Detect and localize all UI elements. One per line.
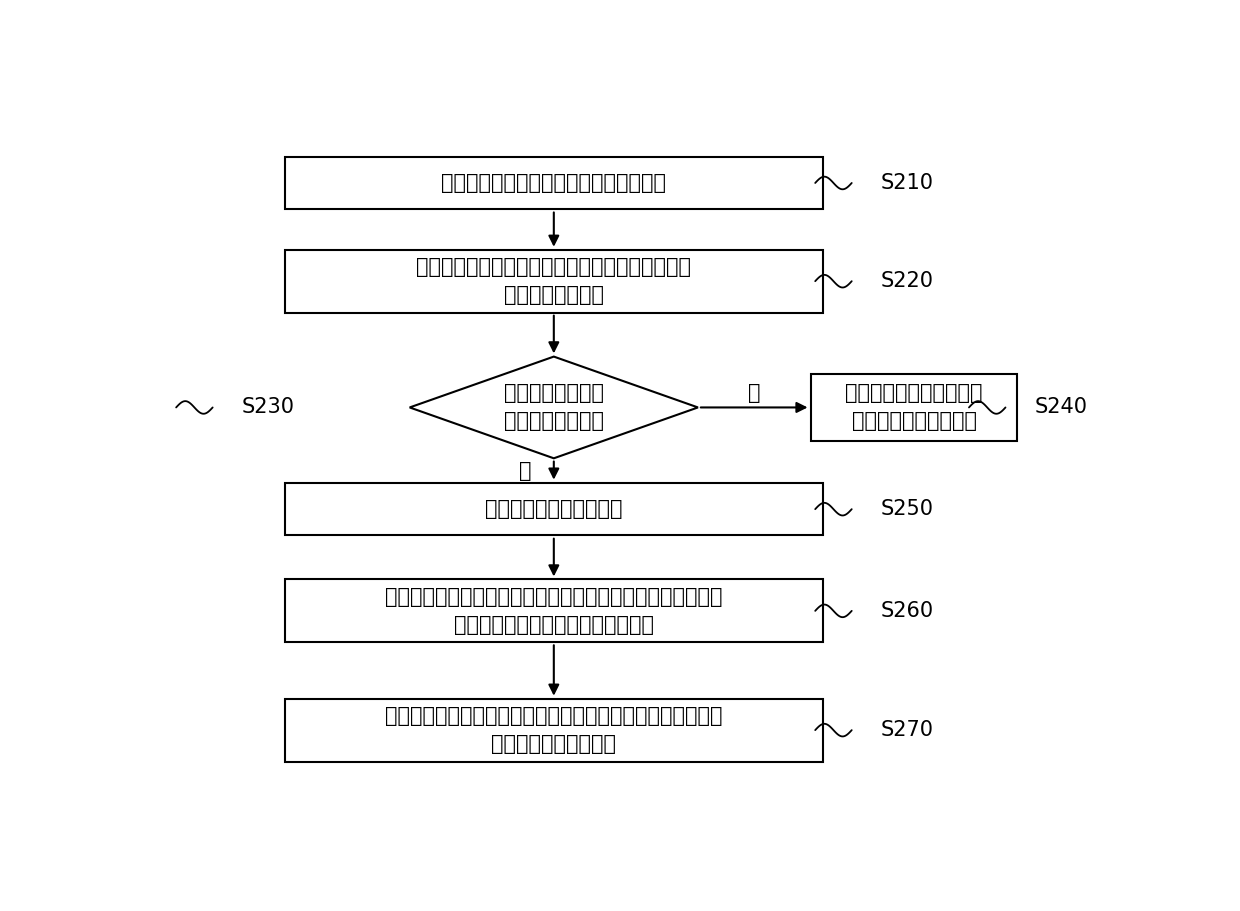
FancyBboxPatch shape (285, 483, 823, 536)
FancyBboxPatch shape (285, 157, 823, 210)
Polygon shape (409, 356, 698, 458)
Text: S270: S270 (880, 720, 934, 740)
FancyBboxPatch shape (285, 579, 823, 642)
FancyBboxPatch shape (285, 699, 823, 762)
Text: S240: S240 (1034, 397, 1087, 417)
Text: 否: 否 (748, 384, 760, 404)
Text: 获取线损异常台区的集抄关系信息，并根据集抄关系信息和电
量数据信息确定线损异常台区的线损: 获取线损异常台区的集抄关系信息，并根据集抄关系信息和电 量数据信息确定线损异常台… (386, 587, 723, 635)
Text: S230: S230 (242, 397, 294, 417)
FancyBboxPatch shape (811, 374, 1018, 441)
Text: 判断台区的线损率
是否处于设定区间: 判断台区的线损率 是否处于设定区间 (503, 384, 604, 432)
Text: 确定台区为线损异常台区: 确定台区为线损异常台区 (485, 499, 622, 519)
Text: 若线损异常台区的线损正常，则根据集抄关系信息修正线损异
常台区的电源拓扑信息: 若线损异常台区的线损正常，则根据集抄关系信息修正线损异 常台区的电源拓扑信息 (386, 706, 723, 754)
Text: S260: S260 (880, 601, 934, 621)
Text: S250: S250 (880, 499, 934, 519)
Text: S220: S220 (880, 271, 934, 292)
Text: 根据原始拓扑信息对应的供电量信息和售电量信息
计算台区的线损率: 根据原始拓扑信息对应的供电量信息和售电量信息 计算台区的线损率 (417, 257, 692, 305)
Text: 是: 是 (518, 461, 531, 481)
Text: 确定台区线损正常，不修
改台区的电源拓扑信息: 确定台区线损正常，不修 改台区的电源拓扑信息 (846, 384, 983, 432)
Text: 获取台区的原始拓扑信息和电量数据信息: 获取台区的原始拓扑信息和电量数据信息 (441, 173, 666, 193)
FancyBboxPatch shape (285, 250, 823, 312)
Text: S210: S210 (880, 173, 934, 193)
